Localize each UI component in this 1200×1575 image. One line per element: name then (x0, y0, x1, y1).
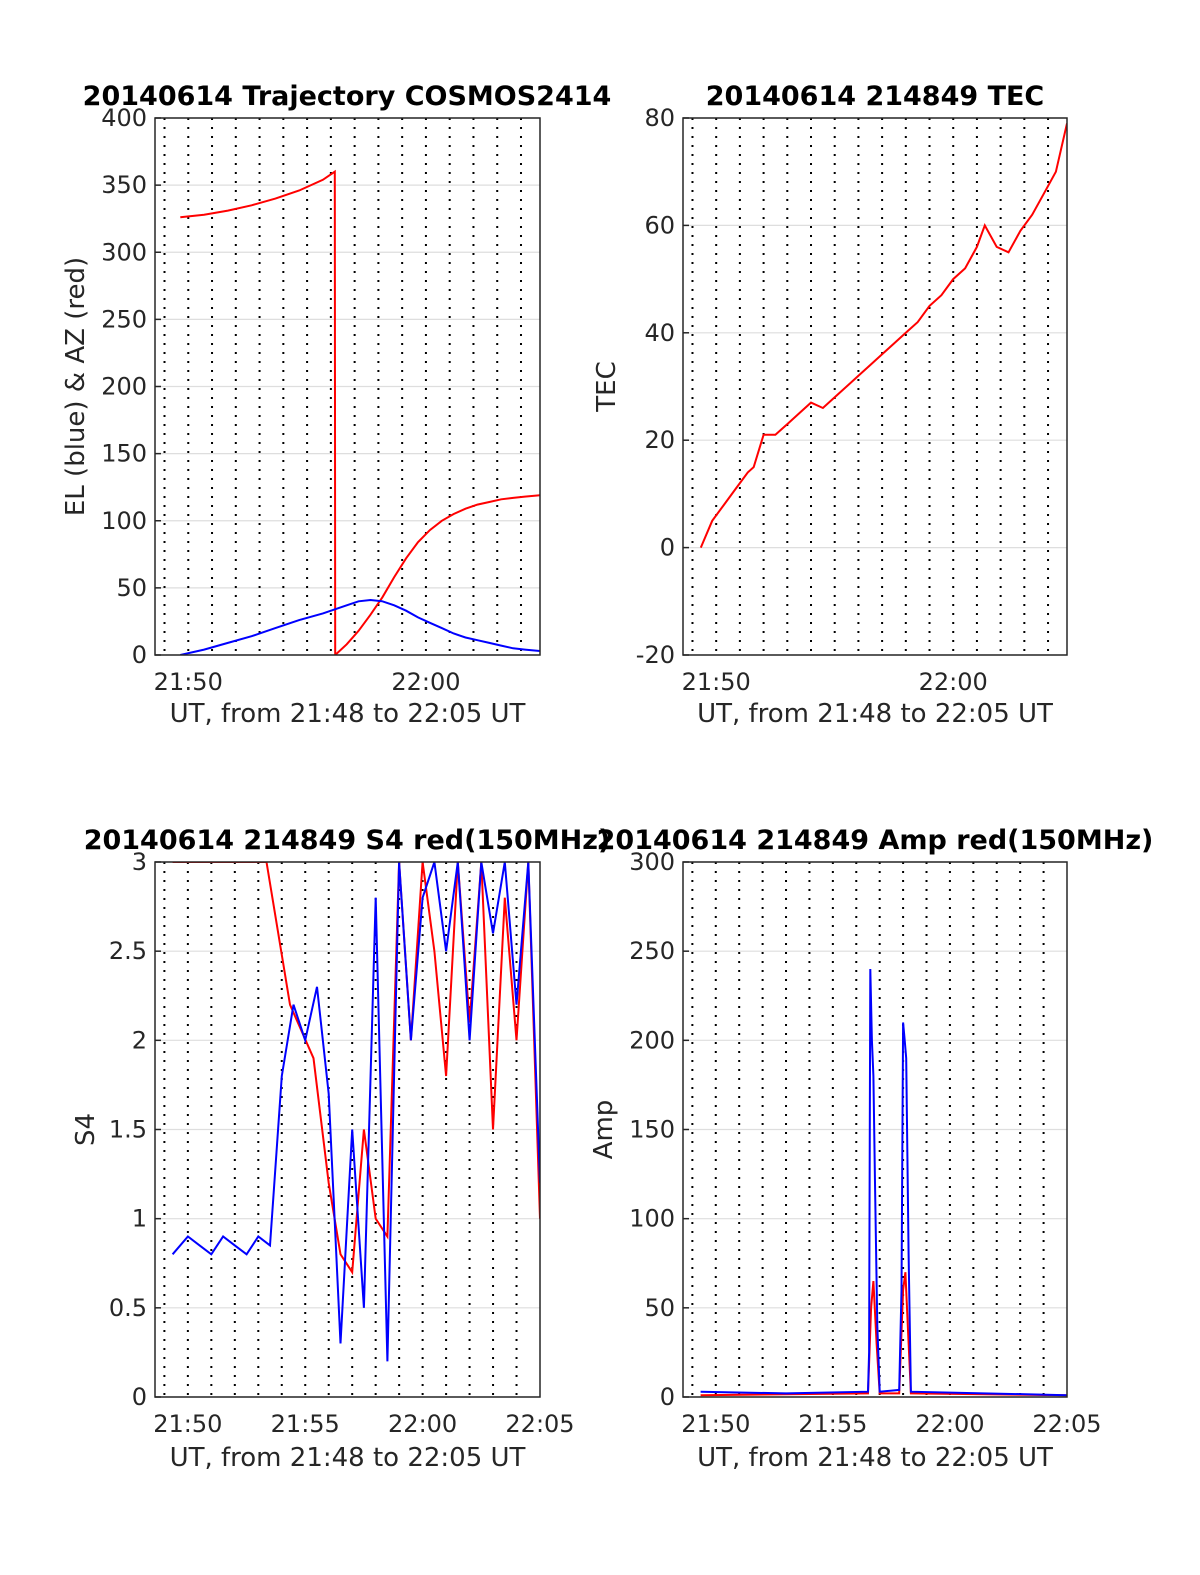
y-tick-label: 100 (101, 507, 147, 535)
y-tick-label: 0 (660, 1383, 675, 1411)
x-tick-label: 22:00 (919, 668, 988, 696)
y-tick-label: 200 (101, 373, 147, 401)
y-tick-label: 1.5 (109, 1116, 147, 1144)
y-tick-label: 300 (101, 238, 147, 266)
x-tick-label: 22:00 (915, 1410, 984, 1438)
panel-tec: -20 0 20 40 60 80 21:50 22:00 20140614 214849 TE… (592, 81, 1068, 729)
y-tick-label: 50 (116, 574, 147, 602)
y-tick-label: 350 (101, 171, 147, 199)
x-axis-label: UT, from 21:48 to 22:05 UT (697, 1443, 1053, 1473)
y-tick-label: 250 (629, 937, 675, 965)
x-tick-label: 22:00 (391, 668, 460, 696)
axes-frame (682, 117, 1068, 656)
series-line-1 (180, 598, 540, 655)
y-tick-label: 2.5 (109, 937, 147, 965)
panel-amp: 0 50 100 150 200 250 300 21:50 21:55 22:00 22:05 20… (589, 825, 1153, 1473)
chart-title: 20140614 214849 S4 red(150MHz) (84, 825, 611, 856)
x-axis-label: UT, from 21:48 to 22:05 UT (697, 699, 1053, 729)
x-tick-label: 22:05 (505, 1410, 574, 1438)
y-tick-label: 0 (132, 641, 147, 669)
y-tick-label: 400 (101, 104, 147, 132)
y-tick-label: 0 (132, 1383, 147, 1411)
y-tick-label: 2 (132, 1026, 147, 1054)
y-axis-label: EL (blue) & AZ (red) (61, 257, 91, 516)
chart-title: 20140614 214849 Amp red(150MHz) (597, 825, 1154, 856)
series-line-0 (172, 862, 540, 1276)
x-axis-label: UT, from 21:48 to 22:05 UT (170, 699, 526, 729)
y-tick-label: 50 (644, 1294, 675, 1322)
y-tick-label: 0.5 (109, 1294, 147, 1322)
y-axis-label: S4 (71, 1113, 101, 1146)
y-axis-label: TEC (592, 361, 622, 412)
y-tick-label: 1 (132, 1205, 147, 1233)
chart-title: 20140614 Trajectory COSMOS2414 (83, 81, 612, 112)
y-tick-label: 150 (629, 1116, 675, 1144)
y-tick-label: 20 (644, 426, 675, 454)
x-tick-label: 22:00 (388, 1410, 457, 1438)
y-tick-label: 100 (629, 1205, 675, 1233)
y-tick-label: 150 (101, 440, 147, 468)
x-tick-label: 21:55 (798, 1410, 867, 1438)
y-axis-label: Amp (589, 1100, 619, 1160)
panel-trajectory: 0 50 100 150 200 250 300 350 400 21:50 22:00 201406… (61, 81, 611, 729)
x-tick-label: 21:50 (681, 1410, 750, 1438)
y-tick-label: 200 (629, 1026, 675, 1054)
y-tick-label: 40 (644, 319, 675, 347)
y-tick-label: 3 (132, 848, 147, 876)
x-tick-label: 21:50 (682, 668, 751, 696)
series-line-0 (699, 123, 1067, 548)
x-tick-label: 22:05 (1032, 1410, 1101, 1438)
y-tick-label: 300 (629, 848, 675, 876)
panel-s4: 0 0.5 1 1.5 2 2.5 3 21:50 21:55 22:00 22:05 2014061… (71, 825, 610, 1473)
y-tick-label: -20 (636, 641, 675, 669)
x-tick-label: 21:55 (271, 1410, 340, 1438)
y-tick-label: 80 (644, 104, 675, 132)
x-axis-label: UT, from 21:48 to 22:05 UT (170, 1443, 526, 1473)
y-tick-label: 60 (644, 211, 675, 239)
y-tick-label: 250 (101, 305, 147, 333)
x-tick-label: 21:50 (154, 668, 223, 696)
series-line-1 (171, 862, 540, 1362)
chart-title: 20140614 214849 TEC (706, 81, 1045, 112)
y-tick-label: 0 (660, 534, 675, 562)
x-tick-label: 21:50 (153, 1410, 222, 1438)
series-line-0 (180, 169, 540, 655)
series-line-1 (700, 968, 1067, 1397)
series-line-0 (700, 1272, 1067, 1397)
